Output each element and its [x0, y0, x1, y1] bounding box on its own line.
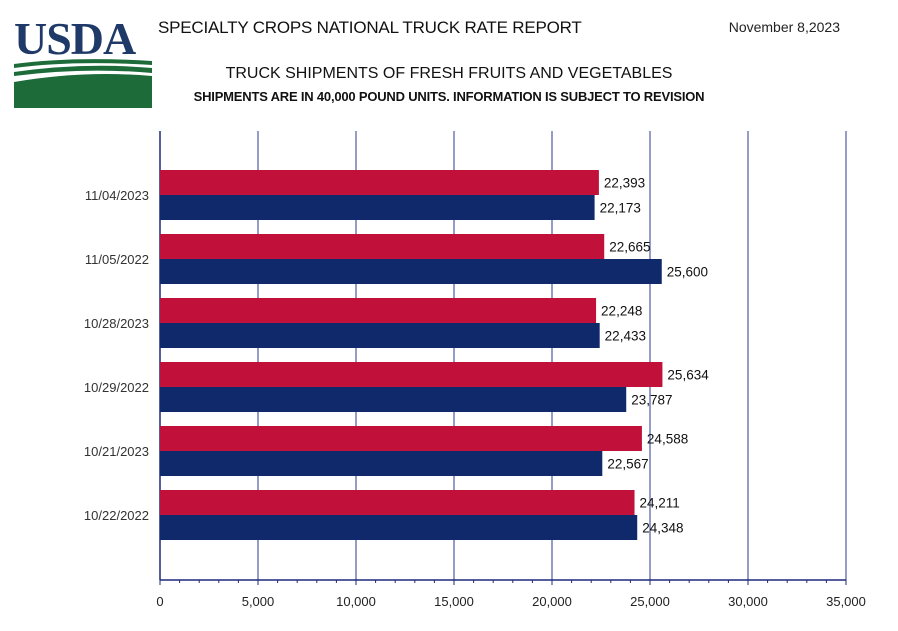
- data-label: 22,567: [607, 457, 648, 472]
- category-label: 10/21/2023: [84, 444, 149, 459]
- x-tick-label: 10,000: [336, 594, 376, 609]
- data-label: 22,433: [605, 329, 646, 344]
- bar: [160, 170, 599, 195]
- data-label: 24,348: [642, 521, 683, 536]
- data-label: 24,588: [647, 432, 688, 447]
- category-label: 10/22/2022: [84, 508, 149, 523]
- bar: [160, 387, 627, 412]
- x-tick-label: 0: [156, 594, 163, 609]
- bar: [160, 515, 638, 540]
- bar: [160, 490, 635, 515]
- data-label: 22,393: [604, 176, 645, 191]
- data-label: 24,211: [640, 496, 680, 511]
- bar: [160, 298, 597, 323]
- bar: [160, 259, 662, 284]
- bar: [160, 426, 642, 451]
- x-tick-label: 25,000: [630, 594, 670, 609]
- x-tick-label: 15,000: [434, 594, 474, 609]
- report-title: SPECIALTY CROPS NATIONAL TRUCK RATE REPO…: [158, 18, 582, 37]
- bar: [160, 323, 600, 348]
- chart-title: TRUCK SHIPMENTS OF FRESH FRUITS AND VEGE…: [225, 65, 673, 82]
- x-tick-label: 5,000: [242, 594, 275, 609]
- data-label: 22,665: [609, 240, 650, 255]
- data-label: 22,248: [601, 304, 642, 319]
- category-label: 11/05/2022: [85, 252, 149, 267]
- data-label: 25,600: [667, 265, 708, 280]
- bar: [160, 234, 605, 259]
- usda-logo-text: USDA: [14, 13, 136, 64]
- data-label: 22,173: [600, 201, 641, 216]
- data-label: 25,634: [667, 368, 709, 383]
- x-tick-label: 20,000: [532, 594, 572, 609]
- data-label: 23,787: [631, 393, 672, 408]
- chart-subtitle: SHIPMENTS ARE IN 40,000 POUND UNITS. INF…: [193, 89, 705, 104]
- report-date: November 8,2023: [728, 19, 840, 35]
- x-tick-label: 35,000: [826, 594, 866, 609]
- bar: [160, 195, 595, 220]
- category-label: 10/29/2022: [84, 380, 149, 395]
- bar: [160, 362, 663, 387]
- usda-logo: USDA: [14, 12, 152, 108]
- bar: [160, 451, 603, 476]
- x-tick-label: 30,000: [728, 594, 768, 609]
- category-label: 10/28/2023: [84, 316, 149, 331]
- category-label: 11/04/2023: [85, 188, 149, 203]
